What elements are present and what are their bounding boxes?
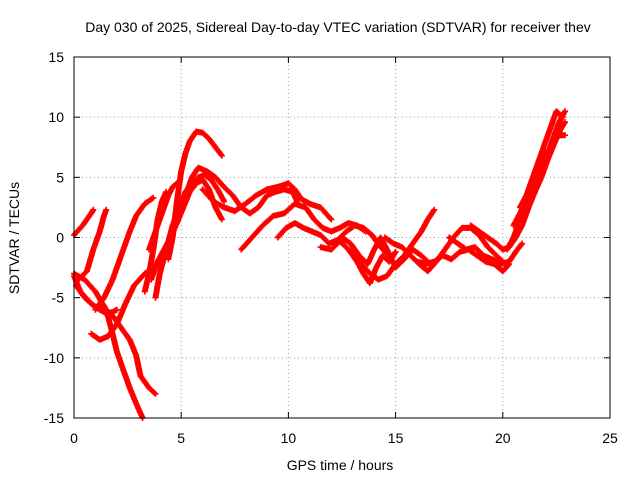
- data-series-arc-3: [75, 206, 110, 283]
- y-tick-label: -10: [44, 350, 64, 366]
- data-points: [71, 206, 97, 239]
- data-series-arc-27: [517, 108, 566, 211]
- y-tick-label: -15: [44, 410, 64, 426]
- data-points: [517, 108, 566, 211]
- data-points: [88, 264, 159, 343]
- x-axis-label: GPS time / hours: [287, 457, 394, 473]
- data-series-group: [71, 108, 568, 421]
- data-points: [92, 194, 157, 313]
- data-series-arc-7: [88, 264, 159, 343]
- data-points: [199, 180, 335, 223]
- x-tick-label: 20: [495, 430, 511, 446]
- data-points: [165, 128, 225, 263]
- y-tick-label: 5: [56, 169, 64, 185]
- x-tick-label: 5: [177, 430, 185, 446]
- chart-title: Day 030 of 2025, Sidereal Day-to-day VTE…: [85, 19, 591, 35]
- x-tick-label: 0: [70, 430, 78, 446]
- data-series-arc-21: [381, 224, 506, 275]
- data-series-arc-15: [199, 180, 335, 223]
- axis-ticks: 0 5 10 15 20 25 -15 -10 -5 0 5 10 15: [44, 49, 618, 446]
- y-tick-label: 0: [56, 230, 64, 246]
- data-series-arc-1: [71, 206, 97, 239]
- data-points: [446, 234, 526, 267]
- data-series-arc-12: [165, 128, 225, 263]
- y-tick-label: 10: [48, 109, 64, 125]
- x-tick-label: 25: [602, 430, 618, 446]
- x-tick-label: 10: [281, 430, 297, 446]
- data-series-arc-16: [238, 200, 369, 253]
- y-tick-label: -5: [52, 290, 65, 306]
- data-points: [381, 224, 506, 275]
- y-tick-label: 15: [48, 49, 64, 65]
- data-points: [146, 180, 180, 253]
- data-series-arc-23: [446, 234, 526, 267]
- y-axis-label: SDTVAR / TECUs: [6, 182, 22, 294]
- data-series-arc-10: [146, 180, 180, 253]
- data-series-arc-8: [92, 194, 157, 313]
- data-series-arc-20: [349, 206, 438, 283]
- data-series-arc-6: [103, 309, 159, 397]
- data-points: [75, 206, 110, 283]
- data-points: [238, 200, 369, 253]
- data-points: [103, 309, 159, 397]
- x-tick-label: 15: [388, 430, 404, 446]
- data-points: [349, 206, 438, 283]
